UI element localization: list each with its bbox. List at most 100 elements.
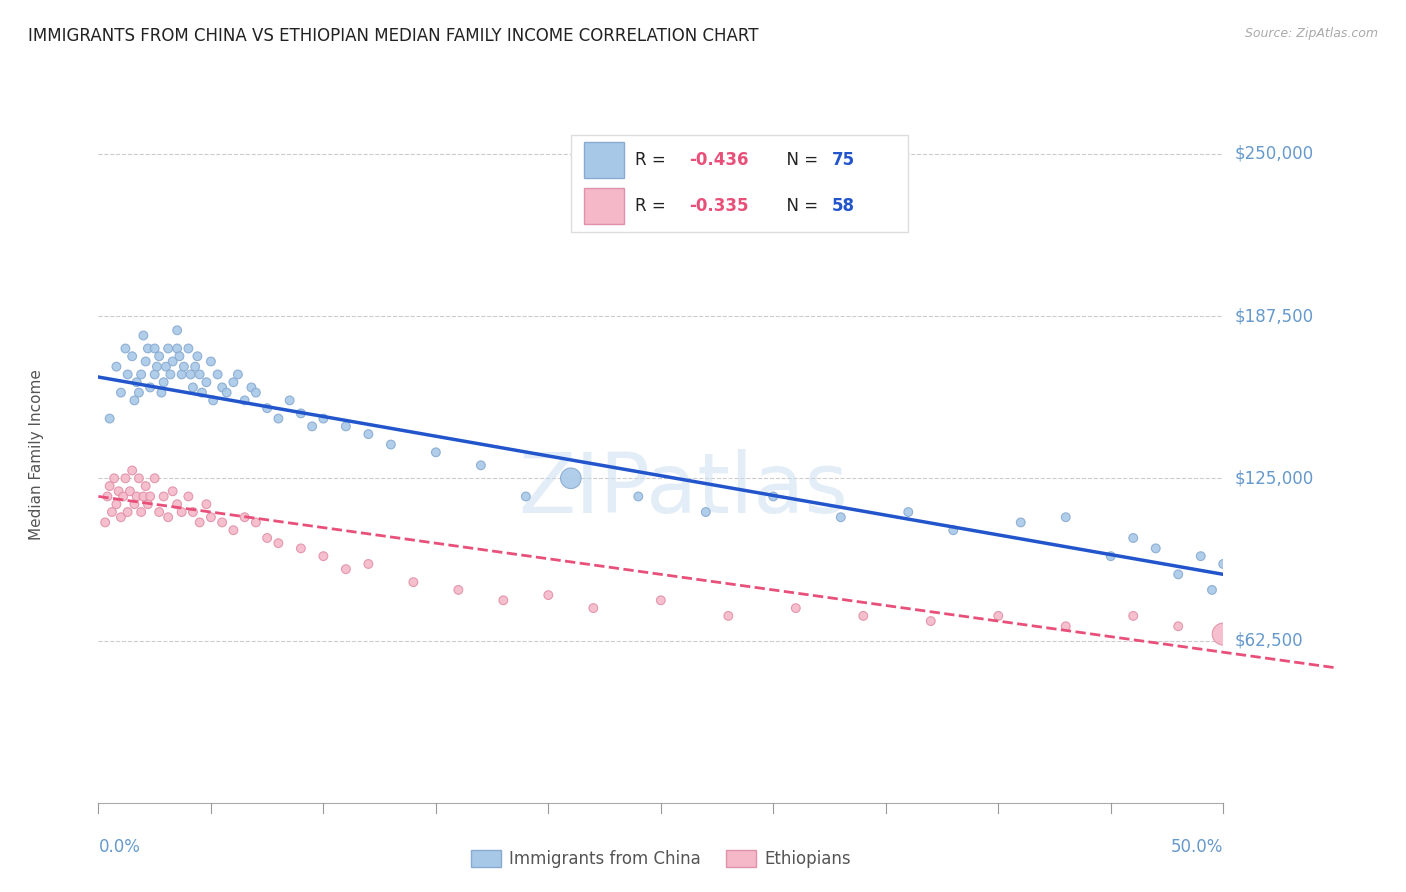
Text: $125,000: $125,000 <box>1234 469 1313 487</box>
Point <box>159 368 181 382</box>
Point <box>335 562 357 576</box>
Point <box>627 490 650 504</box>
Point <box>112 490 135 504</box>
Point <box>139 380 162 394</box>
Text: IMMIGRANTS FROM CHINA VS ETHIOPIAN MEDIAN FAMILY INCOME CORRELATION CHART: IMMIGRANTS FROM CHINA VS ETHIOPIAN MEDIA… <box>28 27 759 45</box>
Point <box>150 385 173 400</box>
Point <box>188 516 211 530</box>
Point <box>195 376 218 390</box>
Point <box>560 471 582 485</box>
Point <box>173 359 195 374</box>
Point <box>695 505 717 519</box>
Point <box>103 471 125 485</box>
Point <box>492 593 515 607</box>
Point <box>148 505 170 519</box>
Point <box>233 510 256 524</box>
Point <box>202 393 225 408</box>
Point <box>1122 608 1144 623</box>
Point <box>132 328 155 343</box>
Point <box>101 505 124 519</box>
Text: 50.0%: 50.0% <box>1171 838 1223 855</box>
Point <box>470 458 492 473</box>
Text: R =: R = <box>636 197 671 215</box>
Point <box>1189 549 1212 564</box>
Text: N =: N = <box>776 151 823 169</box>
Point <box>762 490 785 504</box>
Point <box>1144 541 1167 556</box>
Point <box>139 490 162 504</box>
Point <box>157 342 180 356</box>
Point <box>132 490 155 504</box>
Point <box>226 368 249 382</box>
Point <box>166 497 188 511</box>
Point <box>920 614 942 628</box>
Point <box>1167 567 1189 582</box>
Point <box>124 497 146 511</box>
Point <box>357 427 380 442</box>
Point <box>380 437 402 451</box>
Point <box>118 484 141 499</box>
Point <box>256 531 278 545</box>
Text: 58: 58 <box>832 197 855 215</box>
Point <box>1099 549 1122 564</box>
Point <box>117 505 139 519</box>
Point <box>256 401 278 416</box>
Point <box>1054 510 1077 524</box>
Point <box>207 368 229 382</box>
Point <box>107 484 129 499</box>
Point <box>830 510 852 524</box>
Point <box>1201 582 1223 597</box>
Point <box>143 342 166 356</box>
Point <box>170 505 193 519</box>
Point <box>211 380 233 394</box>
Point <box>425 445 447 459</box>
Point <box>94 516 117 530</box>
Point <box>135 354 157 368</box>
Point <box>105 359 128 374</box>
Point <box>170 368 193 382</box>
FancyBboxPatch shape <box>585 142 624 178</box>
Point <box>1212 627 1234 641</box>
Point <box>162 354 184 368</box>
Legend: Immigrants from China, Ethiopians: Immigrants from China, Ethiopians <box>464 843 858 874</box>
Point <box>1212 557 1234 571</box>
Point <box>105 497 128 511</box>
Text: $187,500: $187,500 <box>1234 307 1313 325</box>
Point <box>278 393 301 408</box>
Point <box>233 393 256 408</box>
Text: R =: R = <box>636 151 671 169</box>
Point <box>146 359 169 374</box>
Point <box>312 549 335 564</box>
Point <box>1010 516 1032 530</box>
Point <box>942 523 965 537</box>
Point <box>200 354 222 368</box>
Point <box>181 505 204 519</box>
FancyBboxPatch shape <box>585 187 624 224</box>
Point <box>1122 531 1144 545</box>
Point <box>152 376 174 390</box>
Point <box>136 497 159 511</box>
Point <box>195 497 218 511</box>
Point <box>125 490 148 504</box>
Point <box>125 376 148 390</box>
FancyBboxPatch shape <box>571 135 908 232</box>
Point <box>177 342 200 356</box>
Point <box>114 342 136 356</box>
Point <box>152 490 174 504</box>
Text: $62,500: $62,500 <box>1234 632 1303 649</box>
Point <box>301 419 323 434</box>
Point <box>114 471 136 485</box>
Point <box>785 601 807 615</box>
Point <box>515 490 537 504</box>
Point <box>211 516 233 530</box>
Point <box>312 411 335 425</box>
Point <box>717 608 740 623</box>
Point <box>267 411 290 425</box>
Point <box>110 510 132 524</box>
Point <box>98 479 121 493</box>
Point <box>245 385 267 400</box>
Text: $250,000: $250,000 <box>1234 145 1313 162</box>
Point <box>121 349 143 363</box>
Point <box>290 406 312 420</box>
Point <box>650 593 672 607</box>
